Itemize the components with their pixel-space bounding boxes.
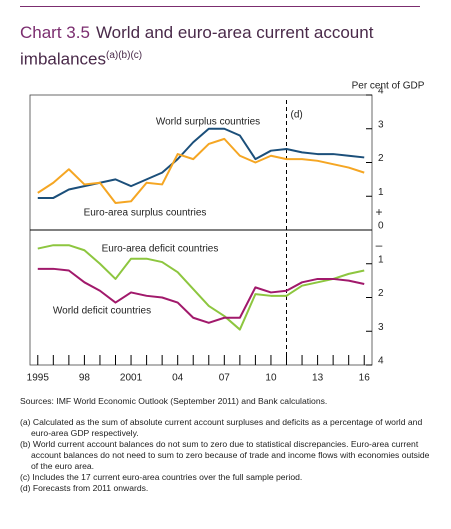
series-label: Euro-area surplus countries	[84, 208, 207, 219]
negative-sign: –	[376, 238, 383, 252]
note: (a) Calculated as the sum of absolute cu…	[20, 417, 423, 438]
note: (d) Forecasts from 2011 onwards.	[20, 483, 149, 493]
x-tick-label: 13	[312, 373, 324, 384]
y-tick-label: 0	[378, 221, 384, 232]
y-tick-label: 2	[378, 153, 384, 164]
series-line	[37, 127, 365, 199]
x-tick-label: 16	[359, 373, 371, 384]
x-tick-label: 2001	[120, 373, 143, 384]
y-tick-label: 3	[378, 119, 384, 130]
series-line	[37, 137, 365, 204]
y-tick-label: 4	[378, 356, 384, 367]
y-tick-label: 1	[378, 254, 384, 265]
footnotes: Sources: IMF World Economic Outlook (Sep…	[20, 396, 430, 494]
note: (c) Includes the 17 current euro-area co…	[20, 472, 303, 482]
series-line	[37, 244, 365, 331]
chart-title: Chart 3.5 World and euro-area current acc…	[20, 6, 420, 71]
series-label: Euro-area deficit countries	[102, 244, 219, 255]
y-tick-label: 3	[378, 322, 384, 333]
x-tick-label: 98	[79, 373, 91, 384]
title-text: World and euro-area current account imba…	[20, 23, 374, 69]
y-tick-label: 4	[378, 86, 384, 97]
forecast-label: (d)	[291, 110, 303, 121]
sources: Sources: IMF World Economic Outlook (Sep…	[20, 396, 328, 406]
series-label: World surplus countries	[156, 117, 260, 128]
y-tick-label: 1	[378, 187, 384, 198]
y-tick-label: 2	[378, 288, 384, 299]
y-axis-label: Per cent of GDP	[352, 81, 425, 92]
title-notes: (a)(b)(c)	[106, 50, 143, 61]
positive-sign: +	[375, 205, 382, 219]
x-tick-label: 1995	[27, 373, 50, 384]
series-label: World deficit countries	[53, 306, 151, 317]
note: (b) World current account balances do no…	[20, 439, 430, 471]
series-line	[37, 267, 365, 324]
title-number: Chart 3.5	[20, 23, 90, 42]
x-tick-label: 04	[172, 373, 184, 384]
x-tick-label: 07	[219, 373, 231, 384]
x-tick-label: 10	[265, 373, 277, 384]
